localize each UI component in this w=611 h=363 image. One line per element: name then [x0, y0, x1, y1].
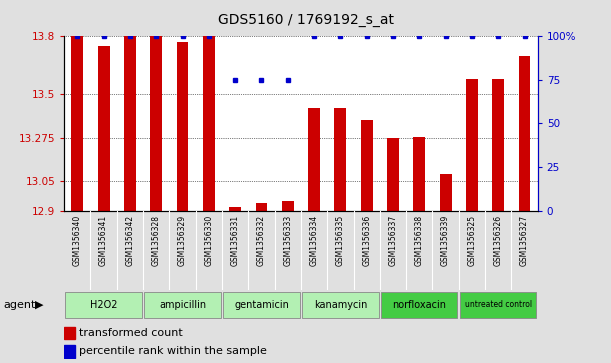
- FancyBboxPatch shape: [223, 292, 299, 318]
- Bar: [71, 36, 83, 211]
- Bar: [360, 119, 373, 211]
- Text: GSM1356329: GSM1356329: [178, 215, 187, 266]
- Bar: [177, 42, 188, 211]
- Bar: [414, 137, 425, 211]
- Text: GSM1356338: GSM1356338: [415, 215, 424, 266]
- Text: GSM1356328: GSM1356328: [152, 215, 161, 265]
- Bar: [64, 327, 75, 339]
- Bar: [255, 203, 268, 211]
- Text: GSM1356336: GSM1356336: [362, 215, 371, 266]
- Text: GSM1356327: GSM1356327: [520, 215, 529, 266]
- Bar: [466, 79, 478, 211]
- Text: percentile rank within the sample: percentile rank within the sample: [79, 346, 267, 356]
- Text: GSM1356337: GSM1356337: [389, 215, 398, 266]
- FancyBboxPatch shape: [65, 292, 142, 318]
- Bar: [519, 56, 530, 211]
- Text: GSM1356341: GSM1356341: [99, 215, 108, 266]
- Text: GSM1356339: GSM1356339: [441, 215, 450, 266]
- Bar: [492, 79, 504, 211]
- Text: GSM1356326: GSM1356326: [494, 215, 503, 266]
- Text: GDS5160 / 1769192_s_at: GDS5160 / 1769192_s_at: [218, 13, 393, 27]
- Text: kanamycin: kanamycin: [313, 300, 367, 310]
- Bar: [387, 138, 399, 211]
- FancyBboxPatch shape: [381, 292, 458, 318]
- Text: GSM1356340: GSM1356340: [73, 215, 82, 266]
- Bar: [308, 108, 320, 211]
- Bar: [98, 46, 109, 211]
- Text: GSM1356325: GSM1356325: [467, 215, 477, 266]
- FancyBboxPatch shape: [144, 292, 221, 318]
- Text: GSM1356334: GSM1356334: [310, 215, 318, 266]
- Text: norfloxacin: norfloxacin: [392, 300, 446, 310]
- Bar: [334, 108, 346, 211]
- Text: transformed count: transformed count: [79, 328, 183, 338]
- FancyBboxPatch shape: [460, 292, 536, 318]
- Bar: [229, 207, 241, 211]
- Text: gentamicin: gentamicin: [234, 300, 289, 310]
- Text: H2O2: H2O2: [90, 300, 117, 310]
- Text: GSM1356342: GSM1356342: [125, 215, 134, 266]
- Bar: [282, 201, 294, 211]
- Text: GSM1356335: GSM1356335: [336, 215, 345, 266]
- Text: GSM1356331: GSM1356331: [230, 215, 240, 266]
- Text: agent: agent: [3, 300, 35, 310]
- Bar: [440, 174, 452, 211]
- Bar: [64, 345, 75, 358]
- FancyBboxPatch shape: [302, 292, 379, 318]
- Bar: [150, 36, 162, 211]
- Bar: [203, 36, 214, 211]
- Text: GSM1356332: GSM1356332: [257, 215, 266, 266]
- Text: GSM1356330: GSM1356330: [204, 215, 213, 266]
- Text: GSM1356333: GSM1356333: [284, 215, 292, 266]
- Text: ampicillin: ampicillin: [159, 300, 206, 310]
- Text: ▶: ▶: [35, 300, 44, 310]
- Bar: [124, 36, 136, 211]
- Text: untreated control: untreated control: [464, 301, 532, 309]
